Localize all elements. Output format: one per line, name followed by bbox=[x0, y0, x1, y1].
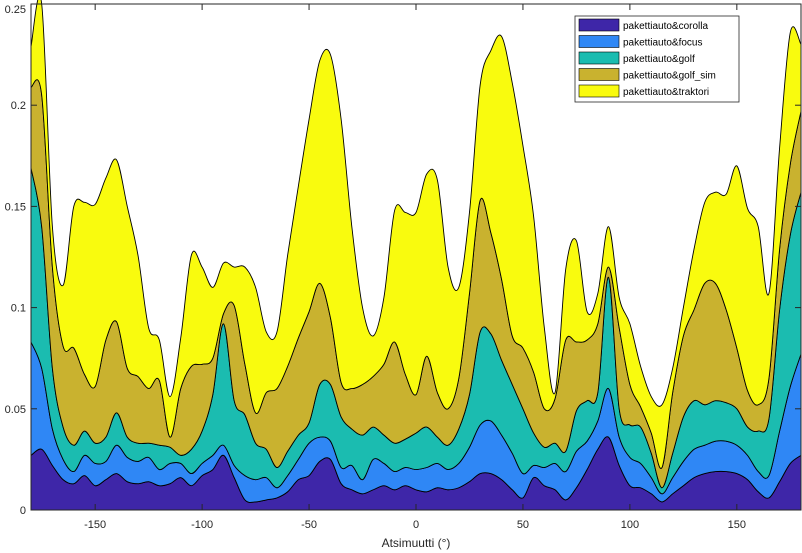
x-tick-label: -100 bbox=[191, 519, 213, 531]
area-series-5 bbox=[30, 0, 802, 469]
y-tick-label: 0.1 bbox=[11, 303, 26, 315]
legend-swatch bbox=[578, 51, 620, 65]
legend-swatch bbox=[578, 35, 620, 48]
y-tick-label: 0.05 bbox=[5, 404, 26, 416]
legend-label: pakettiauto&focus bbox=[623, 38, 703, 49]
x-tick-label: -50 bbox=[301, 519, 317, 531]
legend-label: pakettiauto&traktori bbox=[623, 87, 709, 98]
legend-label: pakettiauto&golf_sim bbox=[623, 71, 716, 82]
y-tick-label: 0.15 bbox=[5, 201, 26, 213]
y-axis-ticks: 0 0.05 0.1 0.15 0.2 0.25 bbox=[5, 3, 801, 517]
legend-swatch bbox=[578, 18, 620, 32]
legend-swatch bbox=[578, 68, 620, 81]
y-tick-label: 0.2 bbox=[11, 100, 26, 112]
legend: pakettiauto&corolla pakettiauto&focus pake… bbox=[574, 15, 740, 103]
x-tick-label: 150 bbox=[728, 519, 746, 531]
x-axis-ticks: -150 -100 -50 0 50 100 150 bbox=[84, 4, 746, 531]
x-tick-label: -150 bbox=[84, 519, 106, 531]
y-tick-label: 0 bbox=[20, 505, 26, 517]
legend-label: pakettiauto&golf bbox=[623, 54, 695, 65]
legend-swatch bbox=[578, 84, 620, 98]
x-tick-label: 100 bbox=[621, 519, 639, 531]
x-tick-label: 50 bbox=[517, 519, 529, 531]
y-tick-label: 0.25 bbox=[5, 4, 26, 16]
x-axis-label: Atsimuutti (°) bbox=[382, 536, 451, 550]
x-tick-label: 0 bbox=[413, 519, 419, 531]
legend-label: pakettiauto&corolla bbox=[623, 21, 708, 32]
area-series-group bbox=[30, 0, 802, 511]
